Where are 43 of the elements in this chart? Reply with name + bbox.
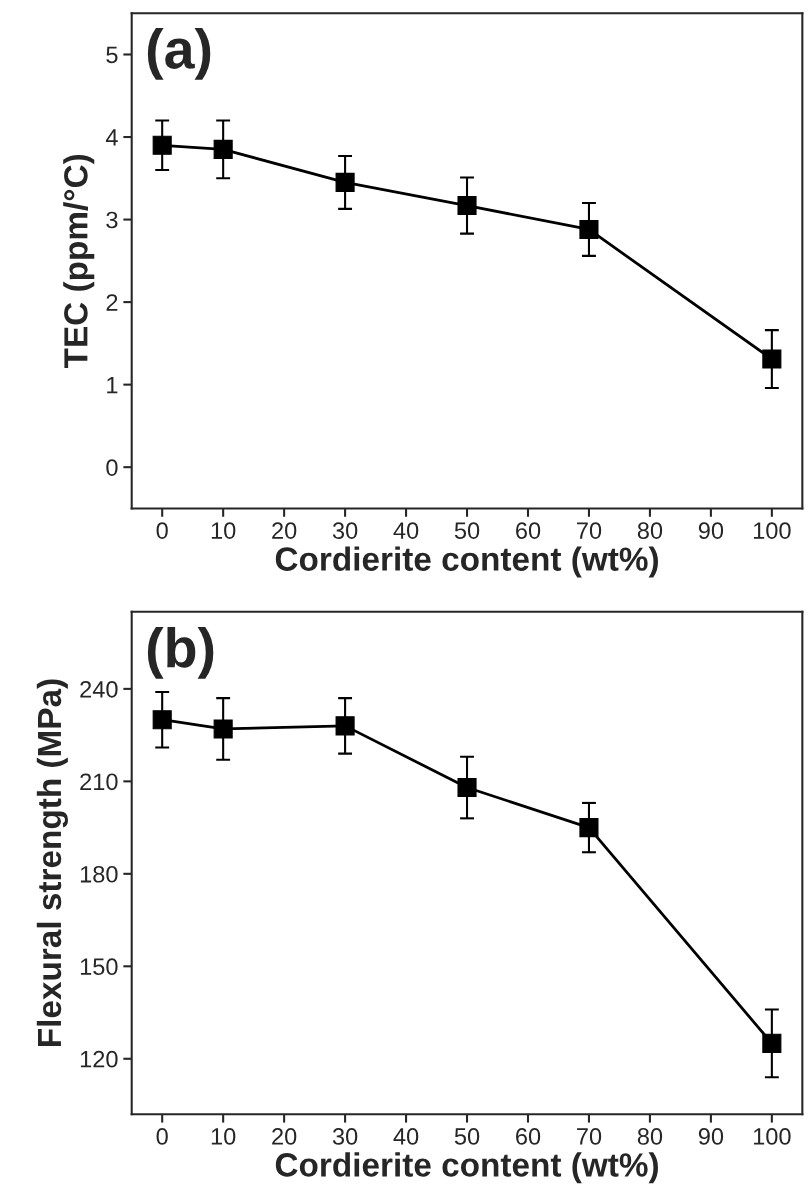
x-tick-label: 50 [454, 1128, 480, 1145]
x-tick-label: 20 [272, 1128, 297, 1145]
y-tick-label: 240 [80, 680, 118, 698]
x-tick-label: 0 [156, 522, 168, 539]
x-tick-label: 90 [698, 1128, 724, 1145]
x-axis-title: Cordierite content (wt%) [275, 546, 658, 578]
x-tick-label: 20 [272, 522, 297, 539]
x-tick-label: 80 [637, 1128, 663, 1145]
x-tick-label: 50 [454, 522, 480, 539]
x-tick-label: 70 [577, 522, 602, 539]
x-tick-label: 100 [753, 522, 791, 539]
x-tick-label: 60 [516, 522, 541, 539]
y-tick-label: 120 [80, 1050, 118, 1068]
x-tick-label: 0 [156, 1128, 168, 1145]
y-tick-label: 1 [107, 376, 118, 394]
y-tick-label: 210 [80, 773, 118, 791]
x-tick-label: 30 [332, 1128, 358, 1145]
point [579, 818, 599, 838]
x-tick-label: 10 [211, 522, 236, 539]
x-tick-label: 60 [516, 1128, 541, 1145]
y-axis-title: Flexural strength (MPa) [36, 679, 69, 1047]
point [579, 219, 599, 240]
x-tick-label: 90 [698, 522, 724, 539]
x-tick-label: 80 [637, 522, 663, 539]
annotation: (b) [147, 626, 214, 679]
x-tick-label: 70 [577, 1128, 602, 1145]
x-tick-label: 10 [211, 1128, 236, 1145]
y-tick-label: 0 [106, 459, 118, 476]
point [457, 777, 477, 798]
x-tick-label: 40 [393, 522, 419, 539]
y-tick-label: 2 [106, 294, 118, 311]
y-axis-title: TEC (ppm/°C) [63, 154, 95, 369]
x-tick-label: 40 [393, 1128, 419, 1145]
x-axis-title: Cordierite content (wt%) [275, 1152, 658, 1184]
y-tick-label: 5 [106, 46, 118, 64]
annotation: (a) [147, 28, 211, 80]
y-tick-label: 180 [80, 865, 118, 883]
y-tick-label: 150 [80, 958, 118, 976]
x-tick-label: 100 [753, 1128, 791, 1145]
y-tick-label: 3 [106, 211, 118, 229]
point [457, 195, 477, 216]
y-tick-label: 4 [105, 129, 118, 146]
x-tick-label: 30 [332, 522, 358, 539]
